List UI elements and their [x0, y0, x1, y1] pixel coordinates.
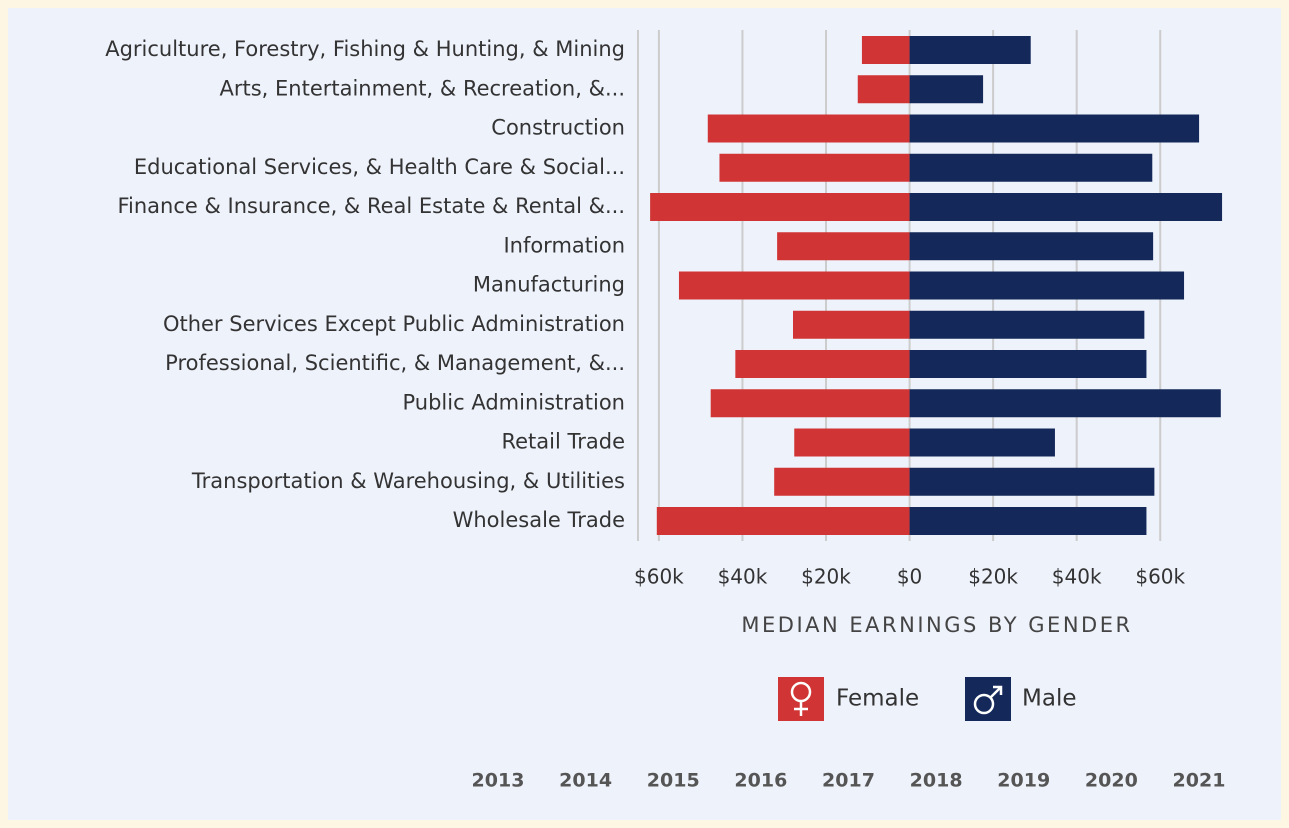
bar: [857, 75, 910, 104]
bar: [656, 507, 910, 535]
bar: [909, 75, 984, 104]
bar: [909, 36, 1031, 64]
bar: [909, 232, 1154, 261]
male-symbol: [973, 693, 995, 715]
bar: [909, 114, 1200, 143]
bar: [909, 467, 1155, 496]
category-label: Public Administration: [403, 390, 626, 414]
timeline-year[interactable]: 2018: [910, 770, 963, 792]
category-label: Information: [503, 233, 625, 257]
timeline-year[interactable]: 2020: [1085, 770, 1138, 792]
bar: [909, 507, 1147, 535]
x-axis-title: MEDIAN EARNINGS BY GENDER: [741, 613, 1132, 637]
legend-label: Male: [1022, 686, 1076, 712]
category-label: Professional, Scientific, & Management, …: [165, 351, 625, 375]
bar: [909, 153, 1153, 182]
bar: [774, 467, 910, 496]
category-label: Manufacturing: [473, 273, 625, 297]
legend-icons: [778, 677, 1011, 721]
legend-label: Female: [836, 686, 919, 712]
bar: [861, 36, 910, 64]
bar: [650, 193, 910, 221]
category-label: Retail Trade: [501, 430, 625, 454]
x-tick-label: $20k: [801, 565, 851, 589]
bar: [678, 271, 910, 300]
bar: [707, 114, 910, 143]
x-tick-label: $40k: [718, 565, 768, 589]
bar: [909, 310, 1145, 339]
bar: [777, 232, 910, 261]
bar: [909, 271, 1185, 300]
timeline-year[interactable]: 2017: [822, 770, 875, 792]
x-tick-label: $60k: [1135, 565, 1185, 589]
timeline-year[interactable]: 2013: [472, 770, 525, 792]
category-label: Transportation & Warehousing, & Utilitie…: [191, 469, 625, 493]
timeline-year[interactable]: 2014: [559, 770, 612, 792]
bar: [909, 350, 1147, 378]
bar: [710, 389, 910, 418]
timeline-year[interactable]: 2019: [997, 770, 1050, 792]
bar: [909, 428, 1055, 457]
category-label: Agriculture, Forestry, Fishing & Hunting…: [105, 37, 625, 61]
bar: [909, 193, 1223, 221]
bar: [719, 153, 910, 182]
male-icon: [965, 677, 1011, 721]
category-label: Finance & Insurance, & Real Estate & Ren…: [117, 194, 625, 218]
category-label: Construction: [491, 116, 625, 140]
timeline-year[interactable]: 2021: [1173, 770, 1226, 792]
category-label: Wholesale Trade: [453, 508, 625, 532]
timeline-year[interactable]: 2016: [734, 770, 787, 792]
bar: [735, 350, 910, 378]
x-tick-label: $60k: [634, 565, 684, 589]
male-symbol: [989, 686, 1002, 699]
category-label: Arts, Entertainment, & Recreation, &...: [219, 76, 625, 100]
x-tick-label: $40k: [1052, 565, 1102, 589]
x-tick-label: $20k: [968, 565, 1018, 589]
bar: [792, 310, 910, 339]
male-symbol: [993, 685, 1003, 695]
category-label: Educational Services, & Health Care & So…: [134, 155, 625, 179]
category-label: Other Services Except Public Administrat…: [163, 312, 625, 336]
bar: [909, 389, 1221, 418]
bar: [794, 428, 910, 457]
timeline-year[interactable]: 2015: [647, 770, 700, 792]
x-tick-label: $0: [897, 565, 922, 589]
